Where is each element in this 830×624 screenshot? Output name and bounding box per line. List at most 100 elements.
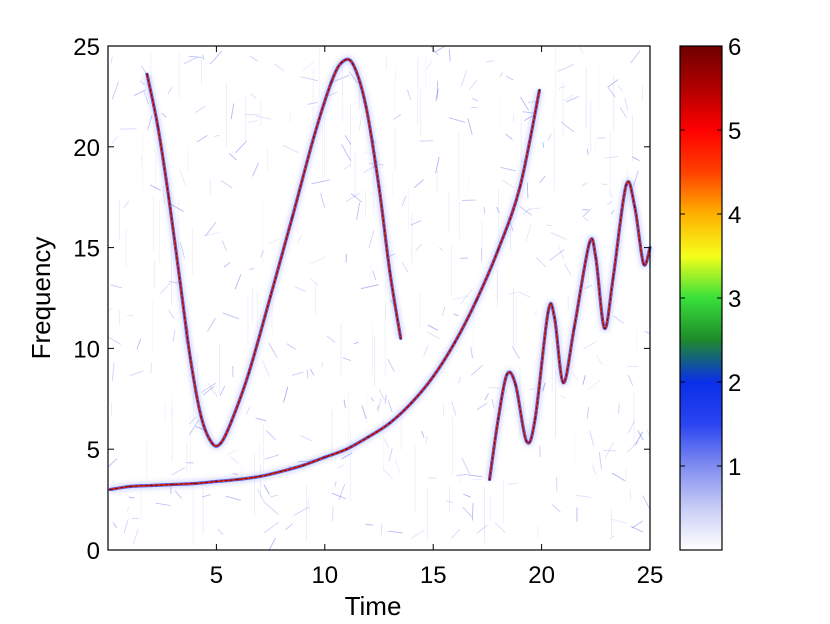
noise-streak (249, 267, 255, 270)
noise-streak (112, 522, 117, 529)
noise-streak (295, 286, 307, 292)
noise-streak (189, 419, 200, 435)
noise-streak (235, 141, 247, 153)
noise-streak (307, 102, 318, 105)
noise-streak (311, 179, 330, 185)
noise-streak (522, 208, 531, 215)
ridge-point (388, 270, 391, 273)
noise-streak (456, 474, 467, 476)
noise-streak (467, 474, 483, 478)
noise-streak (202, 54, 204, 61)
colorbar-tick-label: 5 (728, 118, 741, 145)
noise-streak (282, 144, 299, 154)
ridge-point (211, 442, 213, 445)
noise-streak (266, 430, 276, 441)
noise-streak (560, 394, 566, 399)
ridge-point (612, 276, 615, 279)
noise-streak (507, 482, 518, 485)
noise-streak (583, 341, 597, 350)
noise-streak (221, 240, 227, 252)
ridge-point (172, 483, 174, 486)
ridge-point (345, 448, 348, 451)
noise-streak (572, 373, 579, 381)
noise-streak (460, 70, 467, 88)
colorbar-ticks: 1 2 3 4 5 6 (680, 34, 741, 481)
noise-streak (232, 472, 238, 476)
noise-streak (326, 335, 335, 343)
noise-streak (234, 274, 242, 290)
noise-streak (384, 394, 387, 404)
noise-streak (174, 490, 182, 499)
noise-streak (201, 494, 211, 498)
noise-streak (452, 295, 470, 301)
noise-streak (376, 404, 380, 410)
y-axis: 0 5 10 15 20 25 (73, 34, 650, 565)
ridge-point (237, 478, 239, 481)
noise-streak (286, 343, 296, 350)
noise-streak (188, 55, 202, 58)
noise-streak (611, 472, 625, 481)
ridge-point (410, 401, 413, 404)
noise-streak (429, 45, 439, 56)
noise-streak (528, 388, 535, 391)
noise-streak (168, 310, 175, 320)
noise-streak (591, 464, 597, 475)
noise-streak (384, 438, 390, 448)
noise-streak (133, 528, 139, 545)
noise-streak (598, 452, 602, 470)
ridge-point (475, 299, 478, 301)
noise-streak (337, 465, 344, 469)
ridge-1 (108, 88, 543, 493)
ridge-point (178, 276, 181, 279)
noise-streak (546, 224, 552, 227)
ridge-point (215, 480, 218, 483)
noise-streak (584, 284, 592, 289)
noise-streak (205, 222, 217, 237)
ridge-point (594, 256, 597, 259)
noise-streak (435, 156, 440, 174)
ridge-point (200, 416, 203, 418)
noise-streak (462, 506, 473, 518)
noise-streak (395, 459, 401, 473)
noise-streak (566, 96, 579, 103)
noise-streak (415, 244, 422, 252)
noise-streak (363, 167, 373, 173)
noise-streak (534, 311, 538, 316)
noise-streak (172, 329, 176, 343)
noise-streak (161, 112, 167, 118)
noise-streak (150, 363, 152, 374)
ridge-point (193, 482, 196, 485)
noise-streak (107, 458, 118, 468)
noise-streak (196, 135, 208, 143)
x-axis: 5 10 15 20 25 (210, 46, 663, 589)
ridge-point (323, 456, 326, 459)
ridge-point (313, 135, 315, 138)
noise-streak (618, 403, 620, 414)
noise-streak (382, 468, 394, 480)
noise-streak (111, 81, 119, 100)
noise-streak (491, 398, 495, 409)
ridge-point (367, 436, 370, 438)
plot-area (107, 45, 654, 551)
noise-streak (644, 331, 651, 335)
plot-frame (107, 45, 651, 551)
noise-streak (419, 140, 434, 142)
ridge-point (258, 475, 261, 478)
noise-streak (610, 209, 615, 215)
ridge-point (488, 478, 491, 481)
noise-streak (365, 523, 374, 526)
ridge-point (399, 337, 402, 340)
noise-streak (558, 85, 566, 89)
noise-streak (583, 217, 588, 221)
noise-streak (617, 85, 623, 92)
noise-streak (119, 128, 137, 130)
noise-streak (307, 499, 310, 512)
noise-streak (252, 162, 259, 177)
noise-streak (547, 133, 552, 141)
noise-streak (604, 442, 614, 459)
noise-streak (445, 500, 454, 503)
noise-streak (519, 206, 533, 216)
ridge-point (189, 357, 192, 360)
noise-streak (494, 522, 506, 533)
ridge-point (291, 216, 294, 219)
